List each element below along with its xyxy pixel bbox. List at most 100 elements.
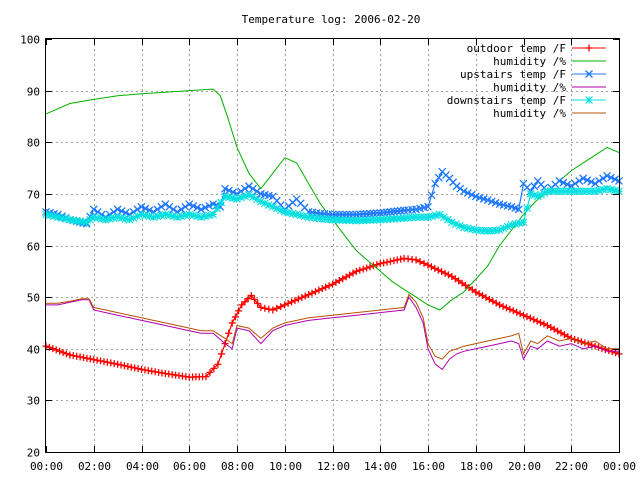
x-axis: 00:00 02:00 04:00 06:00 08:00 10:00 12:00 14:00… [30,39,636,473]
data-point [254,299,262,307]
data-point [59,348,67,356]
data-point [157,211,166,220]
x-tick-label: 00:00 [603,460,636,473]
x-tick-label: 12:00 [317,460,350,473]
data-point [90,356,98,364]
data-point [173,213,182,221]
data-point [247,292,255,300]
data-point [277,303,285,311]
legend-label: humidity /% [493,81,566,94]
data-point [261,304,269,312]
data-point [369,209,378,218]
data-point [523,313,531,321]
data-point [241,192,249,201]
data-point [424,261,432,269]
data-point [157,202,166,211]
data-point [89,213,98,221]
data-point [559,187,568,196]
data-point [225,193,233,202]
data-point [311,288,319,296]
y-tick-label: 50 [27,292,40,305]
data-point [475,226,484,235]
data-point [305,291,313,299]
data-point [117,361,125,369]
data-point [491,226,500,235]
data-point [363,264,371,272]
data-point [113,213,122,221]
data-point [366,209,374,218]
data-point [134,365,142,373]
data-point [587,187,596,196]
data-point [603,171,612,180]
data-point [456,184,465,193]
data-point [177,205,186,214]
data-point [441,269,449,277]
data-point [530,316,538,324]
data-point [97,357,105,365]
legend-marker [585,70,593,78]
data-point [225,186,234,195]
data-point [526,189,535,198]
data-point [513,308,521,316]
data-point [607,185,615,194]
x-tick-label: 10:00 [269,460,302,473]
data-point [284,299,292,307]
data-point [563,187,572,196]
data-point [335,210,344,219]
data-point [438,268,446,276]
data-point [338,210,347,219]
data-point [487,226,496,235]
data-point [511,220,520,228]
x-tick-label: 20:00 [508,460,541,473]
data-point [434,266,442,274]
data-point [121,214,130,223]
data-point [516,310,524,318]
data-point [107,359,115,367]
data-point [349,210,357,219]
data-point [611,186,619,195]
data-point [507,220,516,229]
data-point [46,211,54,220]
data-point [304,213,313,221]
legend-marker [585,44,593,52]
data-point [185,210,194,219]
data-point [213,204,221,213]
data-point [217,350,225,358]
data-point [362,209,371,218]
data-point [253,195,261,204]
data-point [185,200,194,209]
legend-item: humidity /% [493,81,606,94]
data-point [514,205,523,214]
data-point [228,319,236,327]
y-tick-label: 20 [27,447,40,460]
data-point [359,210,368,219]
series-line [46,296,619,371]
data-point [356,266,364,274]
data-point [201,203,210,212]
data-point [416,258,424,266]
data-point [322,283,330,291]
data-point [169,212,178,221]
chart-title: Temperature log: 2006-02-20 [242,13,421,26]
y-tick-label: 70 [27,189,40,202]
plot-frame [45,38,620,453]
data-point [73,352,81,360]
data-point [197,205,206,214]
data-point [97,214,106,223]
data-point [416,213,424,221]
data-point [93,214,102,222]
data-point [117,207,126,216]
y-tick-label: 80 [27,137,40,150]
series-1-outdoor-temp-f [42,254,623,381]
data-point [607,173,616,182]
data-point [240,184,249,193]
data-point [105,214,114,223]
data-point [571,179,580,188]
data-point [133,205,142,214]
series-line [45,88,620,311]
data-point [131,364,139,372]
data-point [189,201,198,210]
data-point [280,208,289,216]
